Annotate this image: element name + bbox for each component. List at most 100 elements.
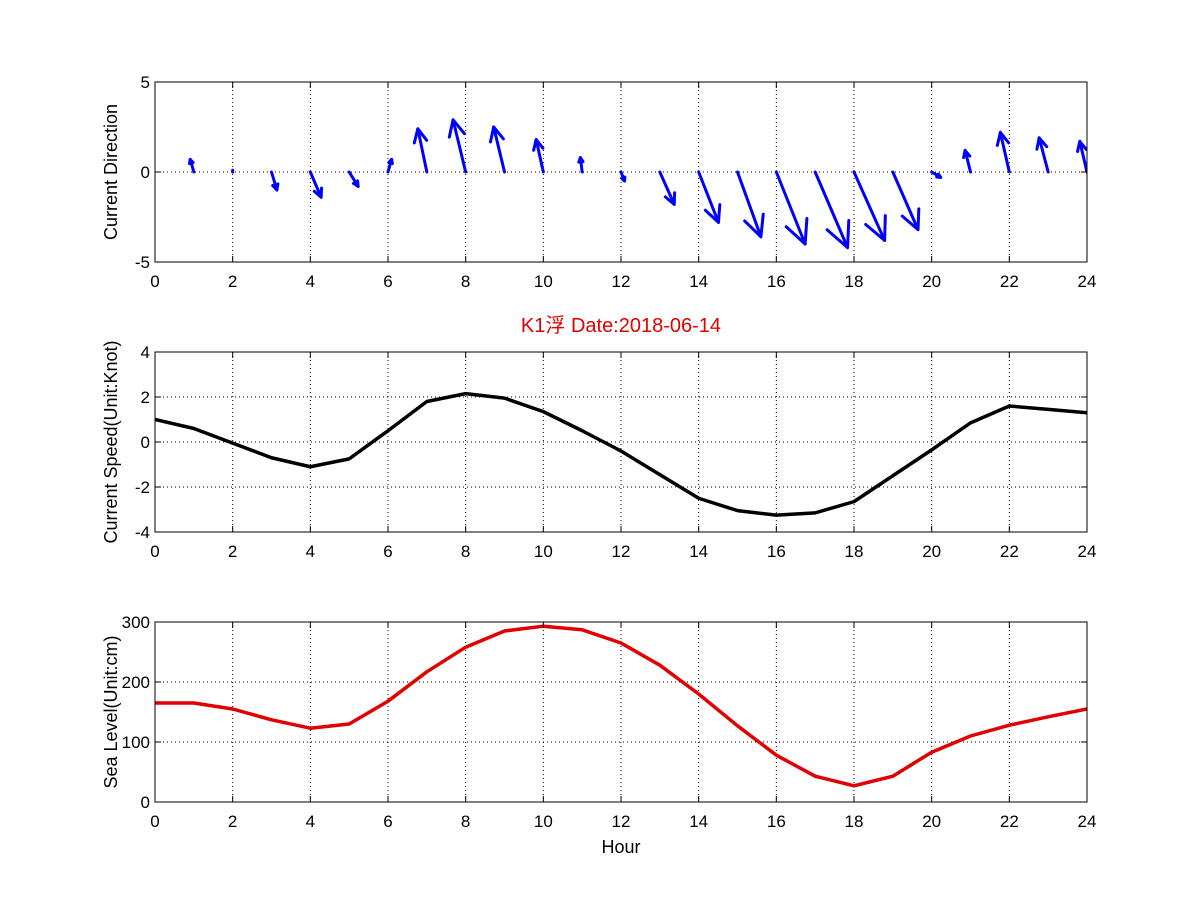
direction-arrow [1076,139,1087,174]
arrow-shaft [451,118,468,174]
arrow-shaft [308,170,323,199]
x-tick-label: 4 [306,542,315,561]
direction-arrow [532,138,545,174]
arrow-shaft [1078,139,1087,174]
direction-arrow [270,170,280,192]
arrow-shaft [736,170,763,239]
direction-arrow [447,118,468,174]
direction-arrow [412,127,429,174]
x-tick-label: 20 [922,542,941,561]
x-tick-label: 16 [767,812,786,831]
y-axis-label: Current Speed(Unit:Knot) [101,340,121,543]
x-tick-label: 22 [1000,812,1019,831]
arrow-shaft [998,130,1011,174]
direction-arrow [852,170,887,242]
x-tick-label: 24 [1078,812,1097,831]
y-tick-label: 2 [141,388,150,407]
x-tick-label: 2 [228,272,237,291]
y-tick-label: 100 [122,733,150,752]
x-tick-label: 2 [228,812,237,831]
series [155,391,1087,517]
y-tick-label: 0 [141,433,150,452]
y-tick-label: -5 [135,253,150,272]
y-tick-label: 4 [141,343,150,362]
x-tick-label: 6 [383,542,392,561]
arrow-head [825,218,851,250]
x-axis-label: Hour [601,837,640,857]
arrow-shaft [534,138,545,174]
x-tick-label: 10 [534,542,553,561]
x-tick-label: 12 [612,812,631,831]
arrow-head [962,148,972,160]
series [155,624,1087,788]
arrow-head [663,191,677,206]
x-tick-label: 22 [1000,272,1019,291]
arrow-shaft [774,170,807,246]
y-axis-label: Current Direction [101,104,121,240]
arrow-head [488,125,505,144]
direction-arrow [774,170,809,246]
x-tick-label: 0 [150,272,159,291]
arrow-head [271,182,280,192]
x-tick-label: 6 [383,812,392,831]
arrow-shaft [697,170,720,224]
direction-arrow [577,156,585,174]
arrow-head [187,157,195,166]
arrow-head [412,127,429,145]
x-tick-label: 10 [534,272,553,291]
y-tick-label: 5 [141,73,150,92]
arrow-head [864,214,887,242]
arrow-head [743,212,765,239]
arrow-shaft [813,170,850,250]
arrow-head [312,186,324,199]
current-speed-line [155,391,1087,517]
x-tick-label: 18 [845,542,864,561]
direction-arrow [1035,136,1050,174]
direction-arrow [891,170,921,232]
x-tick-label: 16 [767,542,786,561]
direction-arrow [658,170,677,206]
y-tick-label: 0 [141,163,150,182]
x-tick-label: 24 [1078,272,1097,291]
arrow-shaft [891,170,920,232]
x-tick-label: 14 [689,272,708,291]
arrow-shaft [416,127,429,174]
arrow-head [995,130,1011,147]
x-tick-label: 4 [306,272,315,291]
x-tick-label: 18 [845,272,864,291]
arrow-head [784,216,809,246]
sea-level-line [155,624,1087,788]
x-tick-label: 22 [1000,542,1019,561]
arrow-head [1035,136,1049,151]
arrow-head [532,138,545,152]
series [187,118,1087,250]
plot-area [155,622,1087,802]
x-tick-label: 8 [461,542,470,561]
direction-arrow [308,170,324,199]
x-tick-label: 20 [922,272,941,291]
x-tick-label: 0 [150,542,159,561]
direction-arrow [619,170,627,183]
x-tick-label: 18 [845,812,864,831]
y-tick-label: -4 [135,523,150,542]
x-tick-label: 4 [306,812,315,831]
y-tick-label: 200 [122,673,150,692]
direction-arrow [930,170,943,179]
arrow-head [1076,139,1087,154]
arrow-head [900,207,921,232]
y-tick-label: -2 [135,478,150,497]
x-tick-label: 12 [612,272,631,291]
arrow-shaft [963,148,972,174]
arrow-head [620,175,627,183]
direction-arrow [347,170,360,188]
arrow-shaft [492,125,506,174]
y-axis-label: Sea Level(Unit:cm) [101,635,121,788]
arrow-head [447,118,466,139]
arrow-head [935,172,943,179]
x-tick-label: 10 [534,812,553,831]
arrow-head [577,156,585,164]
